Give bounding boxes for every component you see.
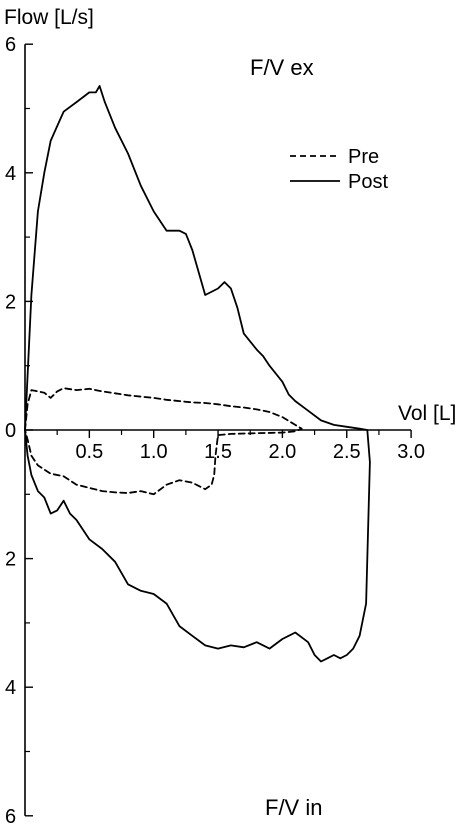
y-tick-label: 2 bbox=[5, 291, 16, 313]
y-tick-label: 4 bbox=[5, 677, 16, 699]
x-axis-label: Vol [L] bbox=[398, 402, 456, 425]
x-tick-label: 2.5 bbox=[333, 441, 361, 463]
lower-curve-label: F/V in bbox=[265, 795, 322, 820]
y-tick-label: 6 bbox=[5, 34, 16, 56]
x-tick-label: 3.0 bbox=[397, 441, 425, 463]
y-axis-label: Flow [L/s] bbox=[4, 6, 94, 29]
x-tick-label: 0.5 bbox=[75, 441, 103, 463]
upper-curve-label: F/V ex bbox=[250, 55, 314, 80]
x-tick-label: 1.5 bbox=[204, 441, 232, 463]
y-tick-label: 2 bbox=[5, 549, 16, 571]
x-tick-label: 2.0 bbox=[268, 441, 296, 463]
tick-label-layer: 6 4 2 0 2 4 6 0.5 1.0 1.5 2.0 2.5 3.0 bbox=[5, 34, 425, 828]
series-line-post bbox=[24, 85, 371, 663]
y-tick-label: 4 bbox=[5, 163, 16, 185]
y-tick-label: 6 bbox=[5, 806, 16, 828]
legend-post-label: Post bbox=[348, 171, 388, 193]
legend: Pre Post bbox=[290, 146, 388, 193]
x-tick-label: 1.0 bbox=[140, 441, 168, 463]
y-tick-label: 0 bbox=[5, 420, 16, 442]
legend-pre-label: Pre bbox=[348, 146, 379, 168]
series-layer bbox=[24, 85, 371, 663]
